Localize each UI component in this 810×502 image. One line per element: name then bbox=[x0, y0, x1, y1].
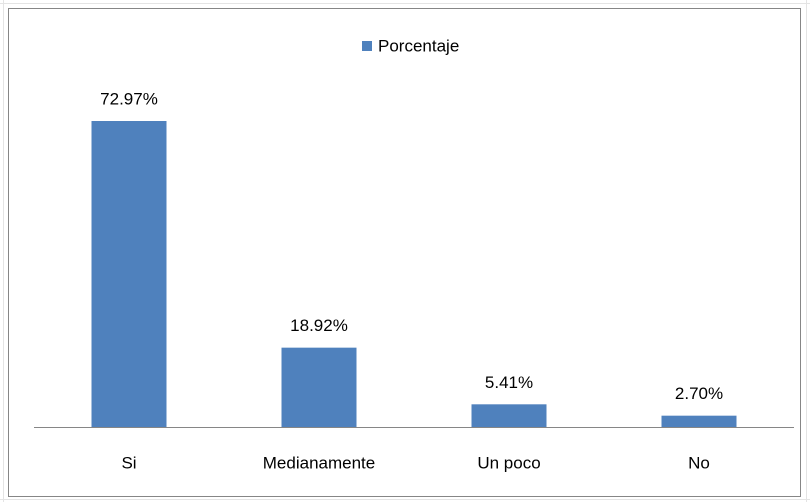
x-tick-label: Medianamente bbox=[263, 453, 375, 472]
x-tick-label: No bbox=[688, 453, 710, 472]
data-label: 18.92% bbox=[290, 316, 348, 335]
bar bbox=[281, 347, 357, 427]
bar bbox=[471, 404, 547, 427]
legend-label: Porcentaje bbox=[378, 36, 459, 55]
data-label: 2.70% bbox=[675, 384, 723, 403]
x-tick-label: Un poco bbox=[477, 453, 540, 472]
bar bbox=[91, 121, 167, 427]
data-label: 72.97% bbox=[100, 89, 158, 108]
data-label: 5.41% bbox=[485, 373, 533, 392]
bar bbox=[661, 415, 737, 427]
x-tick-label: Si bbox=[121, 453, 136, 472]
legend-swatch bbox=[362, 41, 372, 51]
